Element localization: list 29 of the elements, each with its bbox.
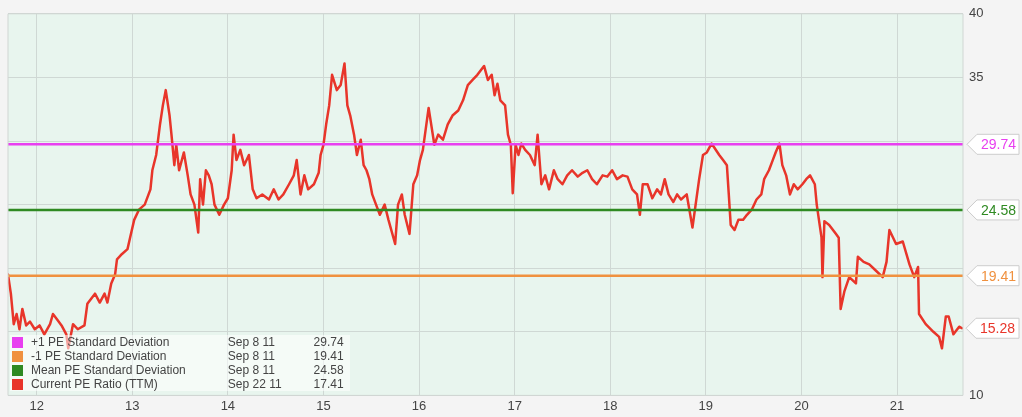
annotation: Sep 8 11 (226, 349, 276, 364)
text: 19.41 (981, 267, 1017, 284)
legend-label: -1 PE Standard Deviation (30, 349, 168, 364)
legend-label: Current PE Ratio (TTM) (30, 377, 159, 392)
annotation: Sep 8 11 (226, 335, 276, 350)
y-tick-label: 40 (969, 5, 984, 21)
y-tick-label: 10 (969, 386, 984, 402)
text: 15.28 (980, 320, 1016, 337)
text: 24.58 (981, 201, 1017, 218)
x-tick-label: 13 (125, 397, 140, 413)
x-tick-label: 21 (889, 397, 905, 413)
annotation: 24.58 (312, 363, 345, 378)
text: 29.74 (981, 136, 1017, 153)
x-tick-label: 20 (794, 397, 809, 413)
annotation: 29.74 (312, 335, 345, 350)
annotation: 17.41 (312, 377, 345, 392)
x-tick-label: 18 (603, 397, 618, 413)
annotation: Sep 22 11 (226, 377, 283, 392)
x-tick-label: 14 (220, 397, 236, 413)
x-tick-label: 16 (411, 397, 427, 413)
annotation: Sep 8 11 (226, 363, 276, 378)
x-tick-label: 19 (698, 397, 714, 413)
x-tick-label: 17 (507, 397, 522, 413)
y-tick-label: 35 (969, 68, 984, 84)
x-tick-label: 12 (29, 397, 44, 413)
x-tick-label: 15 (316, 397, 331, 413)
annotation: 19.41 (312, 349, 345, 364)
legend-label: Mean PE Standard Deviation (30, 363, 187, 378)
legend-label: +1 PE Standard Deviation (30, 335, 171, 350)
